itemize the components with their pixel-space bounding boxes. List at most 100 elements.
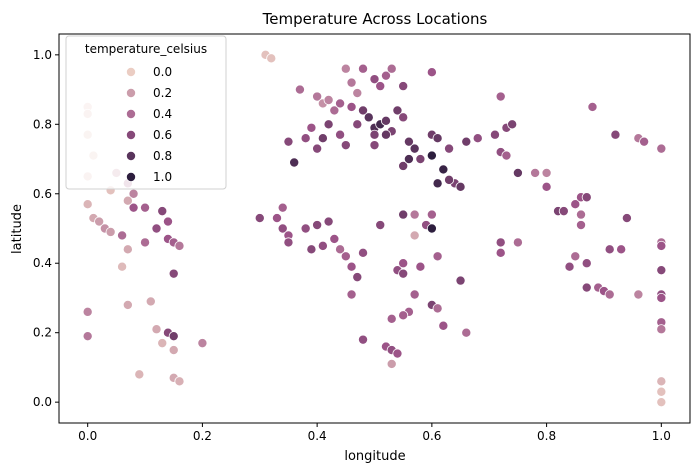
legend-label: 0.8 [153,149,172,163]
data-point [455,275,466,286]
data-point [312,220,323,231]
data-point [581,192,592,203]
data-point [300,133,311,144]
data-point [444,174,455,185]
data-point [398,160,409,171]
data-point [283,136,294,147]
data-point [495,91,506,102]
data-point [277,223,288,234]
y-tick-label: 0.8 [33,117,52,131]
data-point [398,268,409,279]
data-point [656,292,667,303]
legend-title: temperature_celsius [85,42,207,56]
data-point [398,81,409,92]
data-point [541,167,552,178]
data-point [323,119,334,130]
data-point [271,213,282,224]
data-point [300,223,311,234]
data-point [392,105,403,116]
legend-marker [126,129,137,140]
data-point [415,154,426,165]
data-point [380,115,391,126]
data-point [604,244,615,255]
data-point [352,88,363,99]
data-point [501,150,512,161]
legend-label: 0.6 [153,128,172,142]
data-point [581,258,592,269]
x-tick-label: 0.8 [537,429,556,443]
data-point [335,129,346,140]
x-axis-label: longitude [344,449,405,464]
data-point [570,199,581,210]
data-point [398,258,409,269]
data-point [392,348,403,359]
y-tick-label: 0.0 [33,395,52,409]
data-point [369,140,380,151]
data-point [507,119,518,130]
data-point [145,296,156,307]
data-point [317,240,328,251]
data-point [174,376,185,387]
data-point [564,261,575,272]
data-point [346,101,357,112]
legend-label: 1.0 [153,170,172,184]
data-point [375,220,386,231]
data-point [656,397,667,408]
data-point [461,136,472,147]
data-point [426,67,437,78]
data-point [346,261,357,272]
x-tick-label: 1.0 [652,429,671,443]
data-point [151,324,162,335]
data-point [639,136,650,147]
data-point [134,369,145,380]
data-point [352,119,363,130]
data-point [117,261,128,272]
data-point [340,63,351,74]
data-point [461,327,472,338]
legend-marker [126,109,137,120]
data-point [604,289,615,300]
plot-frame [58,33,691,424]
legend-entries: 0.0 0.2 0.4 0.6 0.8 1.0 [126,65,172,184]
data-point [94,216,105,227]
data-point [512,167,523,178]
legend-label: 0.2 [153,86,172,100]
data-point [403,136,414,147]
data-point [530,167,541,178]
x-axis-ticks: 0.0 0.2 0.4 0.6 0.8 1.0 [78,423,671,443]
data-point [656,324,667,335]
x-tick-label: 0.0 [78,429,97,443]
data-point [409,143,420,154]
y-axis-ticks: 0.0 0.2 0.4 0.6 0.8 1.0 [33,48,59,409]
data-point [82,199,93,210]
data-point [386,313,397,324]
data-point [358,334,369,345]
data-point [168,268,179,279]
data-point [122,244,133,255]
data-point [512,237,523,248]
data-point [495,237,506,248]
data-point [386,358,397,369]
x-tick-label: 0.6 [422,429,441,443]
data-point [157,338,168,349]
data-point [495,247,506,258]
data-point [168,345,179,356]
data-point [621,213,632,224]
data-point [576,220,587,231]
data-point [432,178,443,189]
data-point [432,251,443,262]
data-point [369,74,380,85]
data-point [409,230,420,241]
data-point [426,209,437,220]
data-point [289,157,300,168]
data-point [340,251,351,262]
data-point [317,133,328,144]
data-point [656,265,667,276]
legend-marker [126,67,137,78]
data-point [323,216,334,227]
data-point [656,386,667,397]
data-point [558,206,569,217]
data-point [358,63,369,74]
data-point [266,53,277,64]
